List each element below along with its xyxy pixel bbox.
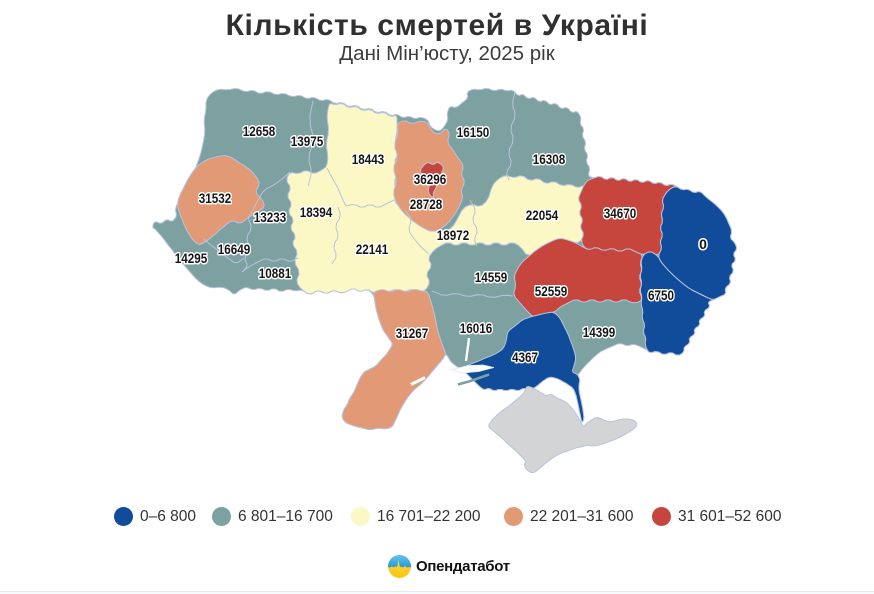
svg-text:13233: 13233 <box>254 209 287 225</box>
svg-text:36296: 36296 <box>414 171 447 187</box>
svg-text:6750: 6750 <box>648 287 674 303</box>
svg-text:16308: 16308 <box>533 151 566 167</box>
svg-text:14559: 14559 <box>475 269 508 285</box>
svg-text:4367: 4367 <box>512 349 538 365</box>
svg-text:18443: 18443 <box>352 151 385 167</box>
svg-text:16016: 16016 <box>460 320 493 336</box>
svg-text:13975: 13975 <box>291 133 324 149</box>
svg-text:14295: 14295 <box>175 250 208 266</box>
svg-text:52559: 52559 <box>535 283 568 299</box>
svg-text:18972: 18972 <box>437 227 470 243</box>
svg-text:31267: 31267 <box>396 325 429 341</box>
svg-text:12658: 12658 <box>243 123 276 139</box>
svg-text:31532: 31532 <box>199 190 232 206</box>
svg-text:10881: 10881 <box>259 265 292 281</box>
svg-text:22054: 22054 <box>526 207 559 223</box>
svg-text:18394: 18394 <box>300 204 333 220</box>
svg-text:22141: 22141 <box>356 241 389 257</box>
svg-text:16649: 16649 <box>218 241 251 257</box>
svg-text:0: 0 <box>699 236 707 252</box>
svg-text:28728: 28728 <box>410 196 443 212</box>
svg-text:16150: 16150 <box>457 124 490 140</box>
svg-text:14399: 14399 <box>583 324 616 340</box>
svg-text:34670: 34670 <box>604 205 637 221</box>
